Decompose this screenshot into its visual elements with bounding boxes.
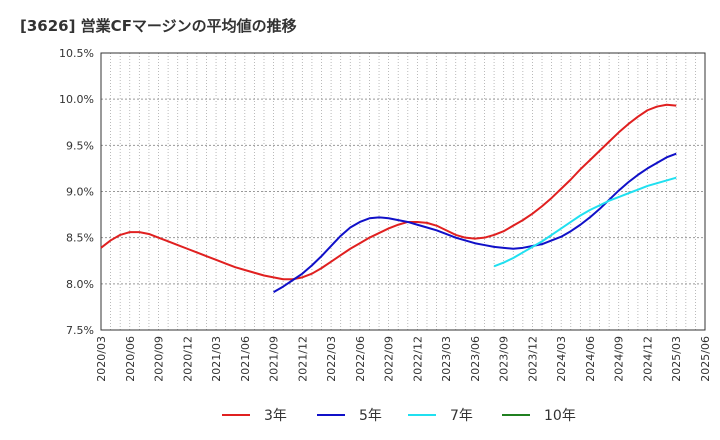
legend-label: 5年	[359, 408, 382, 424]
series-line	[493, 176, 677, 268]
x-tick-label: 2022/06	[354, 336, 367, 382]
x-tick-label: 2020/06	[124, 336, 137, 382]
x-tick-label: 2024/09	[613, 336, 626, 382]
x-tick-label: 2023/09	[498, 336, 511, 382]
x-tick-label: 2023/12	[526, 336, 539, 382]
x-tick-label: 2021/03	[210, 336, 223, 382]
grid	[101, 53, 705, 330]
x-tick-label: 2021/06	[239, 336, 252, 382]
x-tick-label: 2020/12	[181, 336, 194, 382]
legend-label: 10年	[544, 408, 576, 424]
x-tick-label: 2020/09	[153, 336, 166, 382]
legend: 3年 5年 7年 10年	[222, 408, 576, 424]
x-tick-label: 2025/06	[699, 336, 712, 382]
y-axis: 7.5% 8.0% 8.5% 9.0% 9.5% 10.0% 10.5%	[59, 47, 94, 337]
series-line	[100, 103, 677, 281]
y-tick-label: 8.0%	[66, 278, 94, 291]
x-tick-label: 2024/03	[555, 336, 568, 382]
x-tick-label: 2020/03	[95, 336, 108, 382]
chart-title: [3626] 営業CFマージンの平均値の推移	[20, 17, 297, 35]
y-tick-label: 8.5%	[66, 232, 94, 245]
y-tick-label: 10.5%	[59, 47, 94, 60]
x-tick-label: 2023/03	[440, 336, 453, 382]
y-tick-label: 7.5%	[66, 324, 94, 337]
series-lines	[100, 103, 677, 294]
y-tick-label: 10.0%	[59, 93, 94, 106]
legend-label: 3年	[264, 408, 287, 424]
x-tick-label: 2022/12	[411, 336, 424, 382]
series-line	[273, 152, 677, 294]
x-tick-label: 2021/12	[296, 336, 309, 382]
x-tick-label: 2021/09	[268, 336, 281, 382]
x-axis: 2020/03 2020/06 2020/09 2020/12 2021/03 2021/…	[95, 336, 712, 382]
legend-label: 7年	[450, 408, 473, 424]
y-tick-label: 9.0%	[66, 186, 94, 199]
x-tick-label: 2024/06	[584, 336, 597, 382]
x-tick-label: 2023/06	[469, 336, 482, 382]
x-tick-label: 2022/09	[383, 336, 396, 382]
x-tick-label: 2022/03	[325, 336, 338, 382]
plot-frame	[100, 52, 706, 331]
y-tick-label: 9.5%	[66, 139, 94, 152]
x-tick-label: 2024/12	[641, 336, 654, 382]
x-tick-label: 2025/03	[670, 336, 683, 382]
